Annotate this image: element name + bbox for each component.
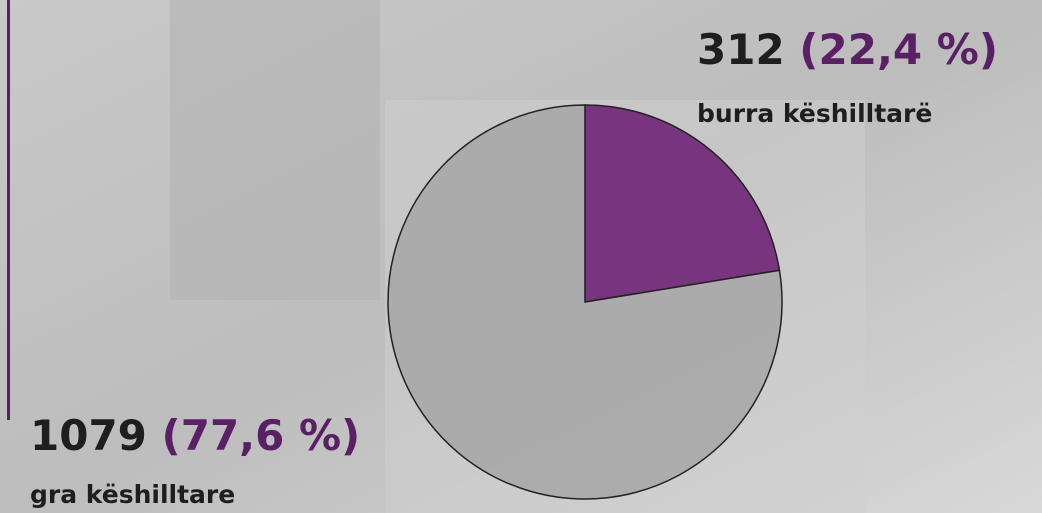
photo-shape [170,0,380,300]
accent-line [7,0,10,420]
value-label: 1079 (77,6 %) [30,411,360,460]
value: 312 [697,25,785,74]
value-label: 312 (22,4 %) [697,25,998,74]
value: 1079 [30,411,147,460]
pie [387,104,783,500]
share: (77,6 %) [162,411,361,460]
category-label: burra këshilltarë [697,99,932,128]
category-label: gra këshilltare [30,480,235,509]
pie-slice [584,104,781,303]
pie-slice [387,104,783,500]
share: (22,4 %) [799,25,998,74]
